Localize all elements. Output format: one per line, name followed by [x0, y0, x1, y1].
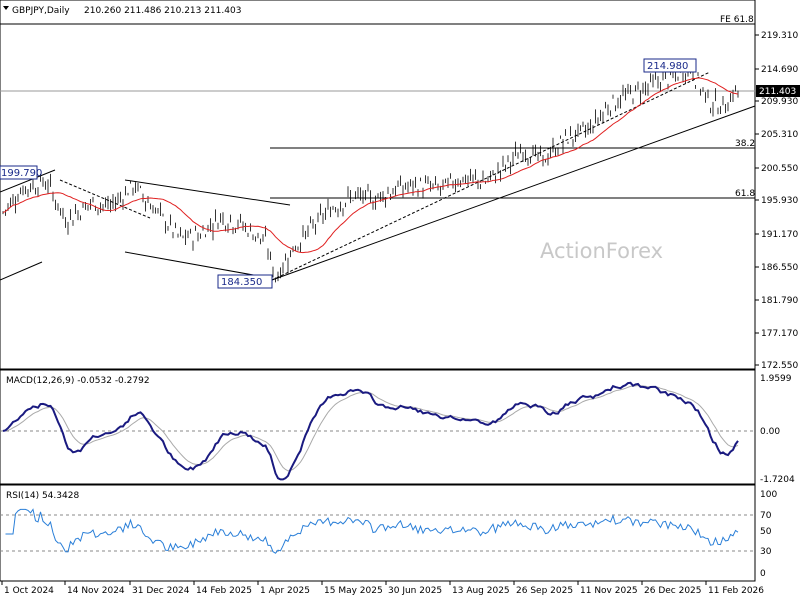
macd-tick-bottom: -1.7204	[760, 475, 795, 485]
price-panel	[0, 0, 756, 370]
rsi-header: RSI(14) 54.3428	[6, 491, 79, 501]
price-tick-label: 214.690	[761, 65, 798, 75]
rsi-line	[5, 508, 739, 554]
date-tick-label: 31 Dec 2024	[132, 586, 190, 596]
price-tick-label: 219.310	[761, 31, 798, 41]
dashed-trendline	[271, 71, 711, 281]
macd-panel	[0, 369, 756, 485]
fe-label: FE 61.8	[720, 15, 754, 25]
fib-382-label: 38.2	[735, 139, 755, 149]
date-tick-label: 14 Nov 2024	[67, 586, 125, 596]
left-high-label: 199.790	[1, 168, 42, 179]
date-tick-label: 11 Feb 2026	[708, 586, 764, 596]
current-price-label: 211.403	[759, 87, 796, 97]
date-tick-label: 11 Nov 2025	[580, 586, 638, 596]
rsi-tick-30: 30	[760, 547, 772, 557]
channel-upper	[124, 179, 291, 206]
date-axis: 1 Oct 2024 14 Nov 2024 31 Dec 2024 14 Feb 2…	[1, 581, 764, 596]
date-tick-label: 15 May 2025	[324, 586, 383, 596]
macd-signal-line	[2, 384, 739, 472]
rsi-tick-70: 70	[760, 511, 772, 521]
left-lower-line	[0, 261, 43, 281]
macd-line	[2, 381, 739, 481]
price-candles	[2, 64, 739, 283]
swing-high-label: 214.980	[647, 61, 688, 72]
left-high-label-box	[0, 165, 38, 180]
price-tick-label: 181.790	[761, 296, 798, 306]
rsi-tick-50: 50	[760, 527, 772, 537]
date-tick-label: 26 Dec 2025	[644, 586, 702, 596]
price-tick-label: 205.310	[761, 130, 798, 140]
high-label-box	[643, 58, 697, 73]
price-tick-label: 172.550	[761, 361, 798, 371]
current-price-box	[756, 85, 800, 97]
date-tick-label: 1 Oct 2024	[4, 586, 54, 596]
left-upper-line	[0, 169, 56, 193]
date-tick-label: 13 Aug 2025	[452, 586, 510, 596]
ohlc-header: 210.260 211.486 210.213 211.403	[84, 6, 241, 16]
date-tick-label: 30 Jun 2025	[388, 586, 442, 596]
swing-low-label: 184.350	[221, 277, 262, 288]
left-dashed-line	[59, 179, 151, 219]
price-tick-label: 186.550	[761, 263, 798, 273]
moving-average-line	[2, 77, 739, 254]
fib-618-label: 61.8	[735, 189, 755, 199]
price-axis: 219.310 214.690 209.930 205.310 200.550 195.9…	[755, 31, 798, 371]
price-tick-label: 191.170	[761, 230, 798, 240]
support-trendline	[271, 105, 756, 281]
macd-tick-zero: 0.00	[760, 427, 780, 437]
date-tick-label: 1 Apr 2025	[260, 586, 310, 596]
macd-header: MACD(12,26,9) -0.0532 -0.2792	[6, 376, 150, 386]
rsi-panel	[0, 484, 756, 582]
collapse-arrow-icon[interactable]	[3, 6, 9, 10]
macd-tick-top: 1.9599	[760, 374, 792, 384]
rsi-tick-100: 100	[760, 490, 777, 500]
symbol-header: GBPJPY,Daily	[12, 6, 70, 16]
price-tick-label: 209.930	[761, 97, 798, 107]
channel-lower	[124, 251, 271, 279]
watermark: ActionForex	[540, 239, 663, 263]
price-tick-label: 200.550	[761, 164, 798, 174]
price-tick-label: 177.170	[761, 329, 798, 339]
rsi-tick-0: 0	[760, 569, 766, 579]
price-tick-label: 195.930	[761, 196, 798, 206]
date-tick-label: 14 Feb 2025	[196, 586, 252, 596]
date-tick-label: 26 Sep 2025	[516, 586, 573, 596]
low-label-box	[217, 274, 273, 289]
